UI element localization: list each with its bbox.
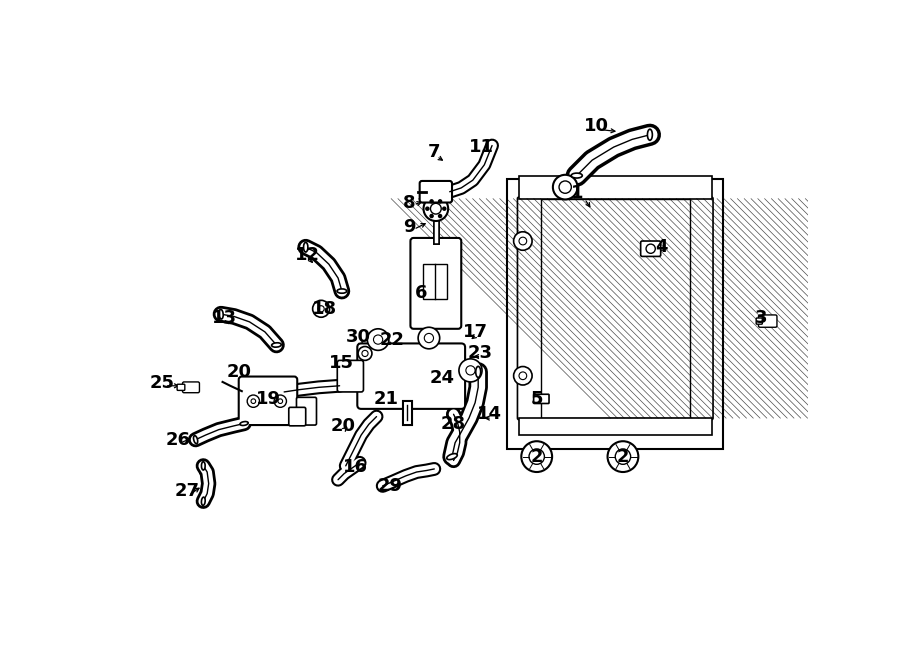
Circle shape bbox=[318, 305, 324, 312]
Circle shape bbox=[358, 346, 372, 360]
Ellipse shape bbox=[647, 129, 652, 140]
FancyBboxPatch shape bbox=[419, 181, 452, 202]
Text: 12: 12 bbox=[295, 246, 319, 264]
Circle shape bbox=[278, 399, 283, 403]
FancyBboxPatch shape bbox=[177, 384, 184, 391]
Circle shape bbox=[374, 335, 382, 344]
Text: 14: 14 bbox=[477, 405, 502, 423]
Ellipse shape bbox=[272, 343, 282, 347]
Circle shape bbox=[418, 327, 440, 349]
Ellipse shape bbox=[194, 436, 198, 444]
Circle shape bbox=[367, 329, 389, 350]
Circle shape bbox=[514, 367, 532, 385]
Text: 13: 13 bbox=[212, 309, 237, 327]
FancyBboxPatch shape bbox=[518, 197, 542, 420]
Text: 23: 23 bbox=[467, 344, 492, 362]
Circle shape bbox=[466, 366, 475, 375]
Text: 3: 3 bbox=[755, 309, 768, 327]
FancyBboxPatch shape bbox=[183, 382, 200, 393]
Bar bbox=[508, 179, 723, 449]
Circle shape bbox=[646, 244, 655, 253]
Circle shape bbox=[251, 399, 256, 403]
FancyBboxPatch shape bbox=[338, 360, 364, 392]
Text: 17: 17 bbox=[463, 323, 488, 341]
Text: 30: 30 bbox=[346, 329, 371, 346]
Ellipse shape bbox=[572, 173, 582, 178]
FancyBboxPatch shape bbox=[756, 318, 762, 324]
Text: 18: 18 bbox=[311, 300, 337, 318]
Circle shape bbox=[430, 204, 441, 214]
FancyBboxPatch shape bbox=[357, 344, 465, 409]
FancyBboxPatch shape bbox=[534, 394, 549, 403]
Circle shape bbox=[438, 200, 442, 203]
Circle shape bbox=[521, 442, 552, 472]
Circle shape bbox=[529, 449, 544, 464]
Circle shape bbox=[608, 442, 638, 472]
Circle shape bbox=[424, 333, 434, 342]
Text: 27: 27 bbox=[175, 483, 200, 500]
Text: 5: 5 bbox=[530, 390, 543, 408]
Ellipse shape bbox=[337, 289, 347, 293]
FancyBboxPatch shape bbox=[688, 197, 713, 420]
Bar bbox=[423, 264, 447, 299]
Ellipse shape bbox=[202, 497, 205, 506]
Text: 8: 8 bbox=[403, 194, 416, 212]
Text: 16: 16 bbox=[343, 457, 367, 476]
FancyBboxPatch shape bbox=[238, 377, 297, 425]
FancyBboxPatch shape bbox=[759, 315, 777, 327]
Text: 1: 1 bbox=[571, 184, 583, 202]
Ellipse shape bbox=[303, 243, 308, 252]
Text: 19: 19 bbox=[256, 390, 281, 408]
Circle shape bbox=[553, 175, 578, 200]
Circle shape bbox=[514, 232, 532, 251]
Circle shape bbox=[438, 214, 442, 217]
Ellipse shape bbox=[446, 453, 457, 459]
Text: 7: 7 bbox=[428, 143, 441, 161]
Circle shape bbox=[312, 300, 329, 317]
FancyBboxPatch shape bbox=[296, 397, 317, 425]
Text: 20: 20 bbox=[227, 363, 252, 381]
Text: 10: 10 bbox=[583, 116, 608, 135]
Text: 24: 24 bbox=[429, 369, 454, 387]
Circle shape bbox=[430, 200, 433, 203]
Text: 20: 20 bbox=[330, 417, 356, 435]
Circle shape bbox=[248, 395, 259, 407]
Text: 22: 22 bbox=[380, 330, 404, 348]
Circle shape bbox=[616, 449, 631, 464]
Text: 11: 11 bbox=[469, 138, 494, 156]
Circle shape bbox=[519, 372, 526, 379]
Text: 29: 29 bbox=[378, 477, 403, 495]
Text: 2: 2 bbox=[530, 447, 543, 465]
Circle shape bbox=[430, 214, 433, 217]
Ellipse shape bbox=[240, 422, 248, 426]
Circle shape bbox=[426, 207, 429, 210]
Ellipse shape bbox=[202, 461, 205, 470]
Bar bbox=[519, 176, 712, 199]
Text: 25: 25 bbox=[150, 375, 175, 393]
Text: 26: 26 bbox=[166, 431, 191, 449]
Ellipse shape bbox=[476, 366, 481, 377]
Text: 6: 6 bbox=[415, 284, 428, 302]
Bar bbox=[541, 199, 690, 418]
Text: 21: 21 bbox=[374, 390, 399, 408]
Ellipse shape bbox=[219, 309, 223, 319]
FancyBboxPatch shape bbox=[641, 241, 661, 256]
FancyBboxPatch shape bbox=[289, 407, 306, 426]
Text: 9: 9 bbox=[403, 218, 416, 236]
FancyBboxPatch shape bbox=[410, 238, 461, 329]
Circle shape bbox=[274, 395, 286, 407]
Circle shape bbox=[559, 181, 572, 193]
Text: 15: 15 bbox=[329, 354, 355, 371]
Circle shape bbox=[362, 350, 368, 356]
Circle shape bbox=[519, 237, 526, 245]
Bar bbox=[519, 418, 712, 435]
Text: 28: 28 bbox=[441, 415, 466, 433]
Circle shape bbox=[459, 359, 482, 382]
Text: 2: 2 bbox=[616, 447, 629, 465]
Circle shape bbox=[443, 207, 446, 210]
Text: 4: 4 bbox=[655, 238, 668, 256]
Circle shape bbox=[424, 196, 448, 221]
